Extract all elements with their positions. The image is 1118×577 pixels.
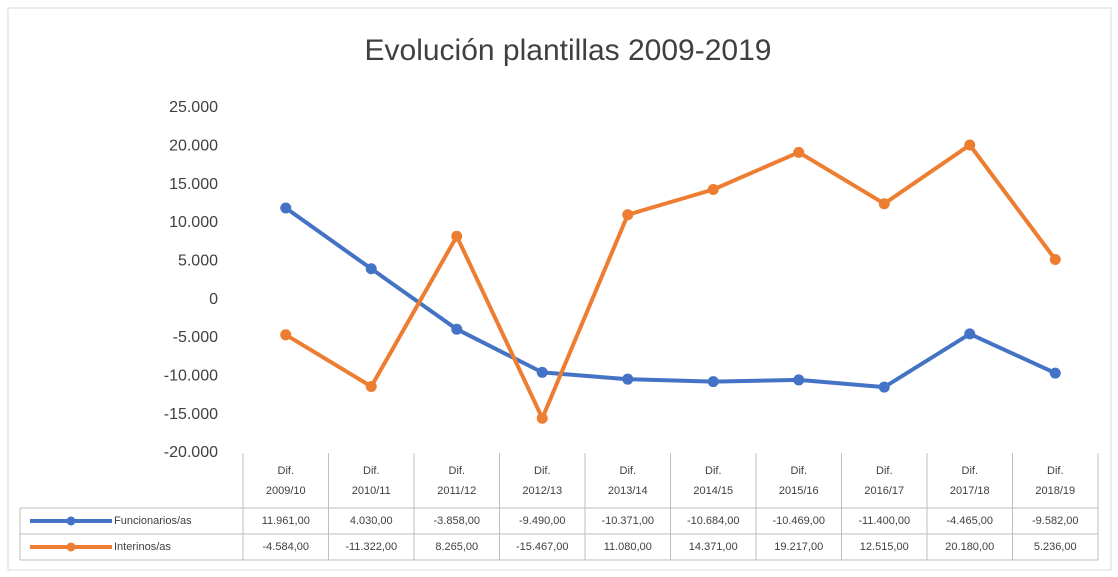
legend-marker xyxy=(66,542,76,552)
table-cell: Dif. 2018/19 xyxy=(1035,465,1076,497)
data-point xyxy=(622,373,634,385)
data-point xyxy=(793,374,805,386)
table-cell: -4.465,00 xyxy=(946,515,993,527)
data-point xyxy=(1049,367,1061,379)
table-cell: Dif. 2014/15 xyxy=(693,465,734,497)
data-point xyxy=(878,198,890,210)
data-point xyxy=(964,139,976,151)
table-cell: Dif. 2015/16 xyxy=(778,465,819,497)
chart-title: Evolución plantillas 2009-2019 xyxy=(365,34,772,67)
table-cell: Interinos/as xyxy=(114,541,171,553)
table-cell: 8.265,00 xyxy=(435,541,479,553)
table-cell: Dif. 2013/14 xyxy=(607,465,648,497)
series-line xyxy=(284,143,1057,421)
y-tick-label: 10.000 xyxy=(169,214,218,231)
data-point xyxy=(280,329,292,341)
y-tick-label: 0 xyxy=(209,291,218,308)
y-tick-label: -5.000 xyxy=(173,329,218,346)
data-point xyxy=(365,380,377,392)
table-cell: -11.322,00 xyxy=(345,541,398,553)
data-point xyxy=(793,146,805,158)
table-cell: -9.490,00 xyxy=(519,515,566,527)
y-tick-label: 15.000 xyxy=(169,176,218,193)
data-point xyxy=(451,323,463,335)
data-point xyxy=(707,376,719,388)
y-tick-label: 25.000 xyxy=(169,99,218,116)
y-tick-label: 20.000 xyxy=(169,138,218,155)
table-cell: 20.180,00 xyxy=(945,541,995,553)
table-cell: -15.467,00 xyxy=(515,541,569,553)
legend-marker xyxy=(66,516,76,526)
data-point xyxy=(451,230,463,242)
table-cell: Dif. 2009/10 xyxy=(265,465,306,497)
y-tick-label: 5.000 xyxy=(178,253,218,270)
table-cell: -3.858,00 xyxy=(433,515,480,527)
data-point xyxy=(536,412,548,424)
table-cell: -9.582,00 xyxy=(1032,515,1079,527)
data-point xyxy=(536,366,548,378)
table-cell: 4.030,00 xyxy=(349,515,393,527)
data-point xyxy=(964,328,976,340)
table-cell: Dif. 2012/13 xyxy=(522,465,563,497)
table-cell: 11.961,00 xyxy=(261,515,310,527)
table-cell: -4.584,00 xyxy=(262,541,309,553)
table-cell: Dif. 2010/11 xyxy=(351,465,391,497)
table-cell: Funcionarios/as xyxy=(114,515,192,527)
table-cell: -10.371,00 xyxy=(601,515,655,527)
table-cell: -10.469,00 xyxy=(772,515,826,527)
table-cell: 19.217,00 xyxy=(774,541,824,553)
data-point xyxy=(280,202,292,214)
table-cell: Dif. 2011/12 xyxy=(437,465,477,497)
table-cell: -11.400,00 xyxy=(858,515,911,527)
y-tick-label: -20.000 xyxy=(164,444,218,461)
data-point xyxy=(1049,254,1061,266)
data-point xyxy=(707,183,719,195)
data-point xyxy=(365,263,377,275)
series-line xyxy=(284,206,1057,390)
table-cell: 11.080,00 xyxy=(603,541,652,553)
data-point xyxy=(878,381,890,393)
y-tick-label: -15.000 xyxy=(164,406,218,423)
y-tick-label: -10.000 xyxy=(164,368,218,385)
table-cell: 5.236,00 xyxy=(1033,541,1077,553)
table-cell: Dif. 2017/18 xyxy=(949,465,990,497)
data-point xyxy=(622,209,634,221)
table-cell: 12.515,00 xyxy=(859,541,909,553)
table-cell: Dif. 2016/17 xyxy=(864,465,905,497)
table-cell: 14.371,00 xyxy=(688,541,738,553)
table-cell: -10.684,00 xyxy=(686,515,740,527)
